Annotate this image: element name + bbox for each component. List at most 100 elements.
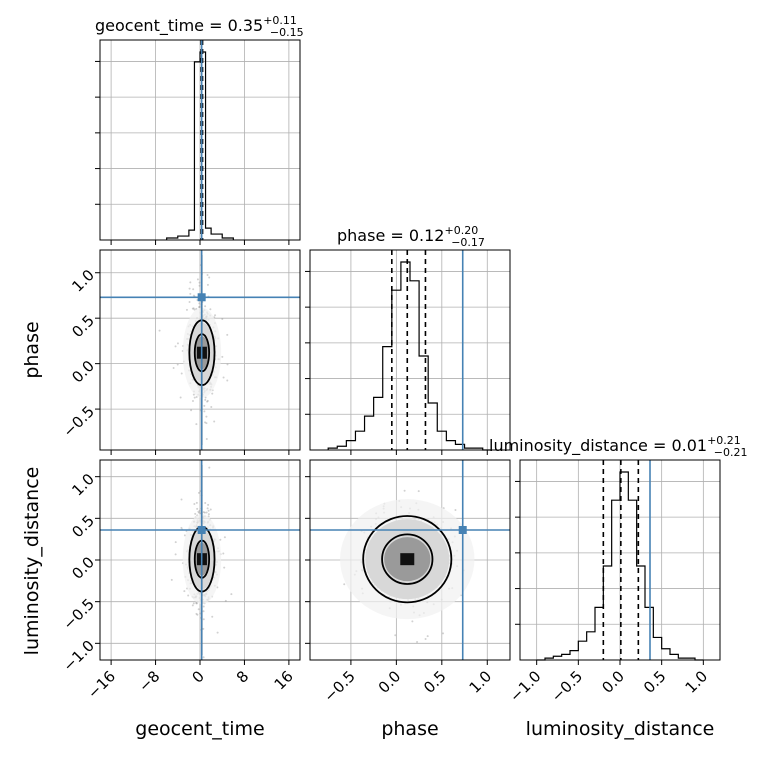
sample-point <box>183 534 186 537</box>
density <box>158 207 229 445</box>
histogram-geocent-time <box>166 51 234 240</box>
sample-point <box>192 307 195 310</box>
scatter-panel-geocent-time-vs-luminosity-distance: −16 −8 0 8 16 −1.0 −0.5 0.0 0.5 1.0 <box>60 459 301 702</box>
sample-point <box>189 281 192 284</box>
y-tick-label: 1.0 <box>68 470 98 500</box>
sample-point <box>191 307 194 310</box>
sample-point <box>207 503 210 506</box>
sample-point <box>180 498 183 501</box>
density <box>340 489 475 644</box>
sample-point <box>221 317 224 320</box>
sample-point <box>191 604 194 607</box>
sample-point <box>193 396 196 399</box>
sample-point <box>198 302 201 305</box>
sample-point <box>188 287 191 290</box>
grid <box>100 250 300 450</box>
sample-point <box>194 512 197 515</box>
sample-point <box>195 423 198 426</box>
sample-point <box>222 376 225 379</box>
sample-point <box>196 613 199 616</box>
sample-point <box>219 538 222 541</box>
density <box>170 460 233 659</box>
sample-point <box>188 300 191 303</box>
y-tick-label: 0.5 <box>68 311 98 341</box>
sample-point <box>195 602 198 605</box>
sample-point <box>211 615 214 618</box>
sample-point <box>198 511 201 514</box>
sample-point <box>180 372 183 375</box>
x-tick-label: 0.5 <box>420 667 450 697</box>
sample-point <box>189 292 192 295</box>
sample-point <box>209 508 212 511</box>
sample-point <box>196 278 199 281</box>
x-tick-label: 8 <box>233 667 252 686</box>
sample-point <box>198 284 201 287</box>
sample-point <box>195 501 198 504</box>
sample-point <box>197 608 200 611</box>
sample-point <box>197 491 200 494</box>
sample-point <box>205 422 208 425</box>
sample-point <box>206 400 209 403</box>
x-tick-label: 0.5 <box>640 667 670 697</box>
sample-point <box>214 314 217 317</box>
sample-point <box>211 392 214 395</box>
sample-point <box>203 410 206 413</box>
sample-point <box>198 306 201 309</box>
sample-point <box>230 593 233 596</box>
scatter-panel-phase-vs-luminosity-distance: −0.5 0.0 0.5 1.0 <box>305 459 511 706</box>
sample-point <box>187 594 190 597</box>
x-tick-label: 16 <box>271 667 297 693</box>
sample-point <box>195 612 198 615</box>
sample-point <box>190 409 193 412</box>
y-tick-label: −0.5 <box>60 402 98 440</box>
sample-point <box>204 398 207 401</box>
hist-panel-luminosity-distance: −1.0 −0.5 0.0 0.5 1.0 <box>506 459 721 706</box>
sample-point <box>223 566 226 569</box>
xlabel-geocent-time: geocent_time <box>135 718 264 740</box>
sample-point <box>206 507 209 510</box>
y-tick-label: 0.0 <box>68 357 98 387</box>
contour-inner <box>381 533 434 585</box>
sample-point <box>192 294 195 297</box>
sample-point <box>158 329 161 332</box>
sample-point <box>202 511 205 514</box>
sample-point <box>193 503 196 506</box>
sample-point <box>202 618 205 621</box>
sample-point <box>222 552 225 555</box>
y-tick-label: 0.0 <box>68 553 98 583</box>
y-tick-label: −1.0 <box>60 637 98 675</box>
x-tick-label: −1.0 <box>506 667 544 705</box>
panel-frame <box>309 249 511 451</box>
sample-point <box>198 305 201 308</box>
sample-point <box>416 641 419 644</box>
sample-point <box>202 627 205 630</box>
grid <box>520 460 720 660</box>
sample-point <box>199 612 202 615</box>
sample-point <box>202 207 204 209</box>
sample-point <box>394 634 397 637</box>
x-tick-label: 1.0 <box>682 667 712 697</box>
hist-panel-geocent-time <box>95 39 301 245</box>
sample-point <box>183 590 186 593</box>
sample-point <box>226 333 229 336</box>
sample-point <box>208 276 211 279</box>
sample-point <box>226 379 229 382</box>
x-tick-label: 0.0 <box>598 667 628 697</box>
sample-point <box>174 553 177 556</box>
sample-point <box>206 283 209 286</box>
ylabel-luminosity-distance: luminosity_distance <box>21 467 43 656</box>
title-luminosity-distance: luminosity_distance = 0.01+0.21 −0.21 <box>489 434 748 459</box>
sample-point <box>195 396 198 399</box>
sample-point <box>223 536 226 539</box>
sample-point <box>204 305 207 308</box>
sample-point <box>426 635 429 638</box>
sample-point <box>226 363 229 366</box>
sample-point <box>417 490 420 493</box>
y-tick-label: −0.5 <box>60 595 98 633</box>
sample-point <box>216 631 219 634</box>
sample-point <box>207 513 210 516</box>
sample-point <box>202 656 205 659</box>
sample-point <box>207 509 210 512</box>
sample-point <box>454 509 457 512</box>
